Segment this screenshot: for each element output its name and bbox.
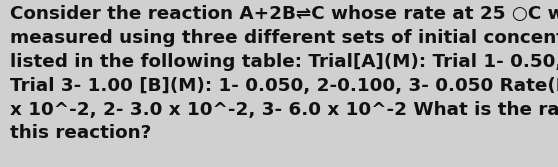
Text: Consider the reaction A+2B⇌C whose rate at 25 ○C was
measured using three differ: Consider the reaction A+2B⇌C whose rate … <box>10 5 558 142</box>
